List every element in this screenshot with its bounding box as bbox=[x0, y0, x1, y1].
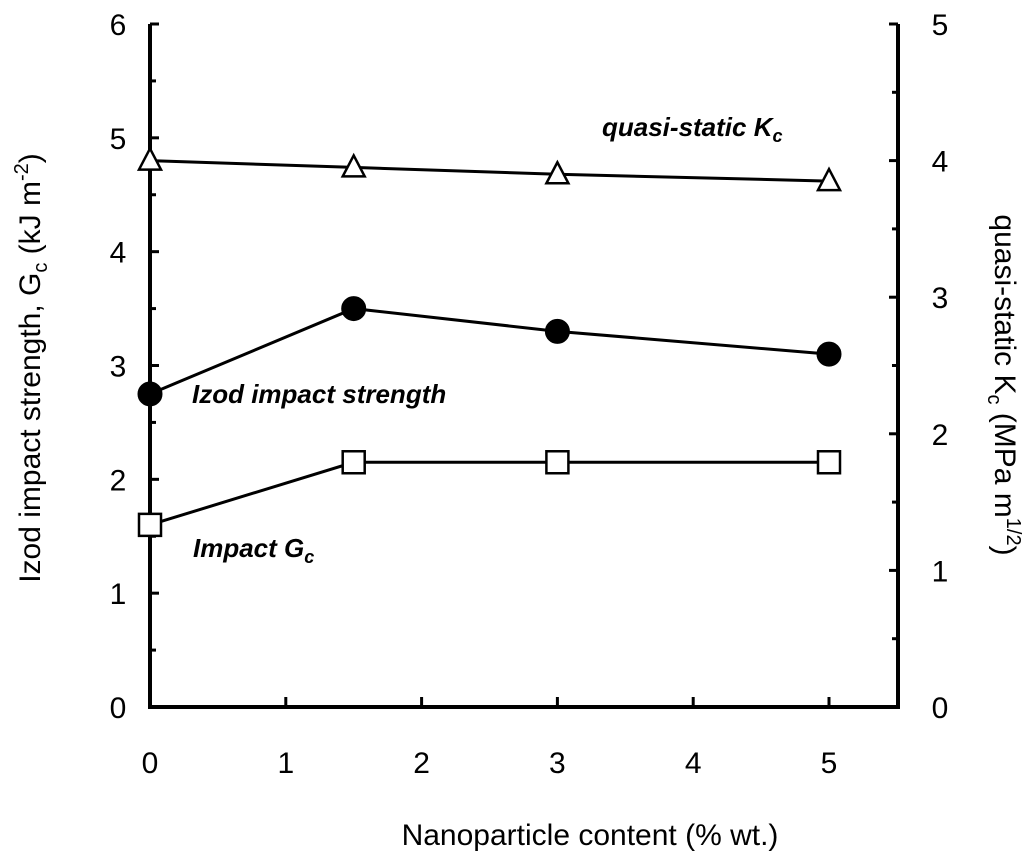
y-right-tick-labels: 0 1 2 3 4 5 bbox=[932, 9, 949, 725]
y-left-tick-label: 4 bbox=[110, 237, 127, 270]
x-tick-label: 3 bbox=[549, 747, 566, 780]
y-right-tick-label: 1 bbox=[932, 555, 949, 588]
data-point-izod-impact-strength bbox=[341, 296, 367, 322]
series-line-izod-impact-strength bbox=[149, 307, 830, 396]
data-point-izod-impact-strength bbox=[544, 318, 570, 344]
annotation-izod-impact-strength: Izod impact strength bbox=[192, 379, 446, 409]
y-left-tick-labels: 0 1 2 3 4 5 6 bbox=[110, 9, 127, 725]
data-point-izod-impact-strength bbox=[137, 381, 163, 407]
x-tick-label: 2 bbox=[413, 747, 430, 780]
x-tick-label: 0 bbox=[142, 747, 159, 780]
data-point-izod-impact-strength bbox=[816, 341, 842, 367]
y-left-tick-label: 5 bbox=[110, 123, 127, 156]
y-right-axis-title: quasi-static Kc (MPa m1/2) bbox=[983, 214, 1024, 555]
y-left-tick-label: 3 bbox=[110, 351, 127, 384]
y-right-tick-label: 0 bbox=[932, 692, 949, 725]
x-tick-label: 4 bbox=[685, 747, 702, 780]
series-line-quasi-static-kc bbox=[149, 159, 830, 183]
data-point-quasi-static-kc bbox=[340, 152, 367, 178]
y-right-tick-label: 2 bbox=[932, 419, 949, 452]
data-point-impact-gc bbox=[137, 512, 163, 538]
y-left-tick-label: 1 bbox=[110, 578, 127, 611]
data-point-quasi-static-kc bbox=[136, 145, 164, 171]
y-right-tick-label: 4 bbox=[932, 146, 949, 179]
x-tick-label: 5 bbox=[821, 747, 838, 780]
annotation-impact-gc: Impact Gc bbox=[193, 533, 314, 567]
data-point-quasi-static-kc bbox=[815, 166, 843, 192]
data-point-quasi-static-kc bbox=[544, 159, 571, 185]
series-layer bbox=[136, 145, 843, 538]
y-left-tick-label: 0 bbox=[110, 692, 127, 725]
x-axis-title: Nanoparticle content (% wt.) bbox=[402, 819, 779, 852]
y-left-tick-label: 2 bbox=[110, 464, 127, 497]
y-right-tick-label: 3 bbox=[932, 282, 949, 315]
data-point-impact-gc bbox=[341, 450, 366, 475]
data-point-impact-gc bbox=[545, 450, 570, 475]
y-left-axis-title: Izod impact strength, Gc (kJ m-2) bbox=[11, 153, 52, 583]
x-tick-labels: 0 1 2 3 4 5 bbox=[142, 747, 838, 780]
y-left-tick-label: 6 bbox=[110, 9, 127, 42]
x-tick-label: 1 bbox=[277, 747, 294, 780]
data-point-impact-gc bbox=[816, 450, 842, 475]
tick-marks bbox=[148, 22, 898, 709]
annotation-quasi-static-kc: quasi-static Kc bbox=[602, 112, 783, 146]
series-line-impact-gc bbox=[149, 460, 829, 527]
y-right-tick-label: 5 bbox=[932, 9, 949, 42]
